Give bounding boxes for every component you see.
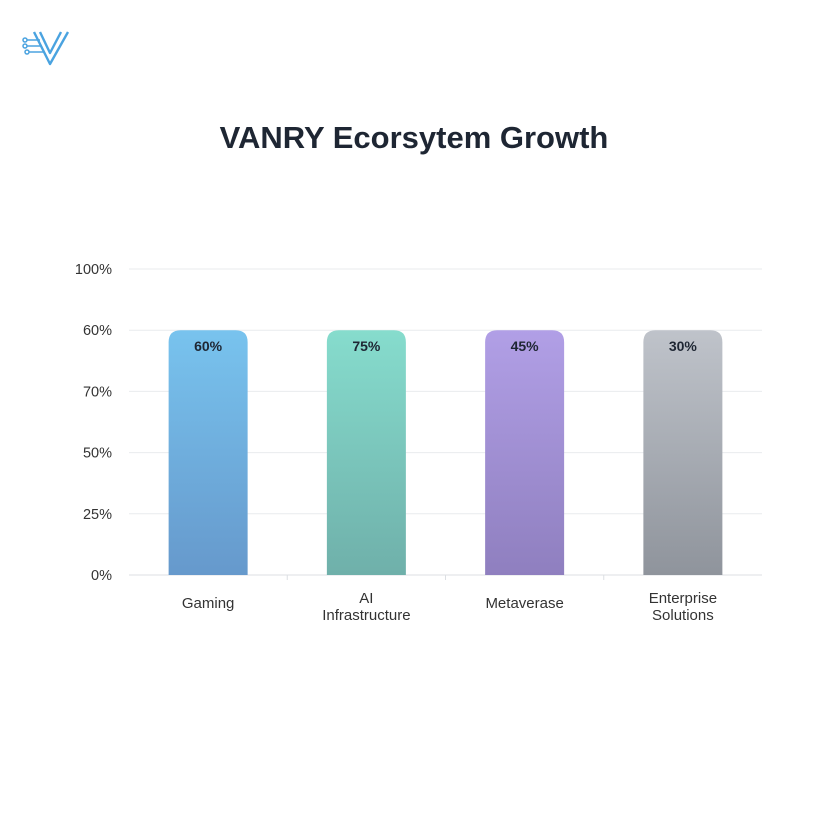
x-category-label: Infrastructure <box>322 607 410 624</box>
y-tick-label: 60% <box>83 323 112 339</box>
data-label: 60% <box>194 338 223 354</box>
data-label: 30% <box>669 338 698 354</box>
x-category-label: Gaming <box>182 595 235 612</box>
bar-enterprise-solutions <box>643 330 723 575</box>
data-label: 45% <box>511 338 540 354</box>
bar-ai-infrastructure <box>326 330 406 575</box>
y-tick-label: 100% <box>75 262 112 278</box>
y-tick-label: 70% <box>83 384 112 400</box>
vanry-logo-icon <box>22 31 70 66</box>
bar-metaverase <box>485 330 565 575</box>
y-tick-label: 0% <box>91 568 112 584</box>
data-label: 75% <box>352 338 381 354</box>
x-category-label: Metaverase <box>485 595 563 612</box>
y-tick-label: 25% <box>83 507 112 523</box>
x-category-label: AI <box>359 590 373 607</box>
x-category-label: Enterprise <box>649 590 717 607</box>
y-tick-label: 50% <box>83 446 112 462</box>
chart-title: VANRY Ecorsytem Growth <box>219 120 609 155</box>
bar-gaming <box>168 330 248 575</box>
x-category-label: Solutions <box>652 607 714 624</box>
